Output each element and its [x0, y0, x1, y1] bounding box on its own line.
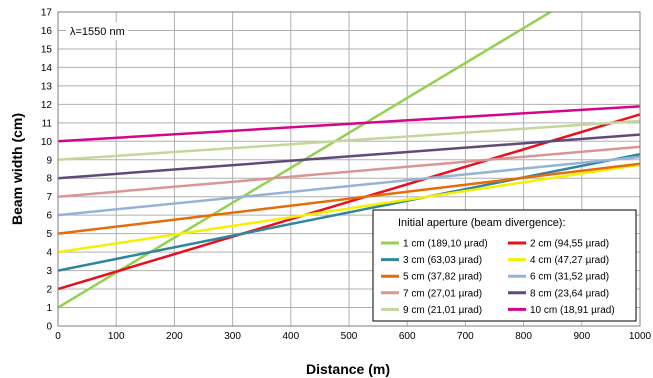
- x-tick-label: 900: [573, 331, 590, 342]
- series-line-6: [58, 155, 640, 217]
- legend-box: [372, 209, 637, 322]
- x-tick-label: 800: [515, 331, 532, 342]
- x-tick-label: 500: [341, 331, 358, 342]
- legend-label-10: 10 cm (18,91 µrad): [530, 305, 615, 316]
- x-tick-label: 100: [108, 331, 125, 342]
- x-tick-label: 600: [399, 331, 416, 342]
- y-tick-label: 9: [46, 155, 52, 166]
- y-tick-label: 10: [41, 137, 53, 148]
- x-tick-label: 400: [282, 331, 299, 342]
- x-tick-label: 200: [166, 331, 183, 342]
- series-line-4: [58, 163, 640, 254]
- series-line-5: [58, 162, 640, 235]
- legend-label-6: 6 cm (31,52 µrad): [530, 272, 609, 283]
- series-line-3: [58, 152, 640, 272]
- legend-label-4: 4 cm (47,27 µrad): [530, 255, 609, 266]
- y-tick-label: 5: [46, 229, 52, 240]
- series-line-9: [58, 119, 640, 162]
- y-tick-label: 0: [46, 322, 52, 333]
- x-tick-label: 1000: [629, 331, 652, 342]
- y-tick-label: 4: [46, 248, 52, 259]
- y-tick-label: 15: [41, 44, 53, 55]
- y-tick-label: 2: [46, 285, 52, 296]
- y-tick-label: 13: [41, 81, 53, 92]
- legend-items: 1 cm (189,10 µrad) 2 cm (94,55 µrad) 3 cm …: [381, 239, 615, 316]
- series-line-7: [58, 145, 640, 198]
- x-tick-label: 0: [55, 331, 61, 342]
- legend-label-3: 3 cm (63,03 µrad): [403, 255, 482, 266]
- y-tick-label: 17: [41, 8, 53, 19]
- series-line-2: [58, 113, 640, 291]
- legend: Initial aperture (beam divergence): 1 cm…: [372, 209, 637, 322]
- legend-title: Initial aperture (beam divergence):: [398, 217, 566, 229]
- legend-label-7: 7 cm (27,01 µrad): [403, 288, 482, 299]
- legend-label-8: 8 cm (23,64 µrad): [530, 288, 609, 299]
- y-tick-label: 11: [42, 118, 53, 129]
- y-tick-label: 14: [41, 63, 53, 74]
- x-tick-labels: 0 100 200 300 400 500 600 700 800 900 1000: [55, 331, 651, 342]
- wavelength-annotation: λ=1550 nm: [70, 26, 125, 38]
- series-line-8: [58, 133, 640, 180]
- plot-area-border: [57, 11, 641, 327]
- legend-label-5: 5 cm (37,82 µrad): [403, 272, 482, 283]
- y-tick-label: 16: [41, 26, 53, 37]
- x-tick-label: 700: [457, 331, 474, 342]
- y-tick-label: 1: [46, 303, 52, 314]
- x-axis-title: Distance (m): [306, 361, 390, 377]
- y-tick-label: 12: [41, 100, 53, 111]
- series-line-10: [58, 105, 640, 143]
- x-tick-label: 300: [224, 331, 241, 342]
- legend-label-9: 9 cm (21,01 µrad): [403, 305, 482, 316]
- legend-label-2: 2 cm (94,55 µrad): [530, 239, 609, 250]
- y-tick-label: 8: [46, 174, 52, 185]
- y-tick-label: 3: [46, 266, 52, 277]
- y-tick-label: 7: [46, 192, 52, 203]
- series-lines: [58, 12, 640, 309]
- y-tick-label: 6: [46, 211, 52, 222]
- y-axis-title: Beam width (cm): [9, 113, 25, 225]
- legend-label-1: 1 cm (189,10 µrad): [403, 239, 488, 250]
- annotation-background: [66, 22, 128, 40]
- series-line-1: [58, 12, 553, 309]
